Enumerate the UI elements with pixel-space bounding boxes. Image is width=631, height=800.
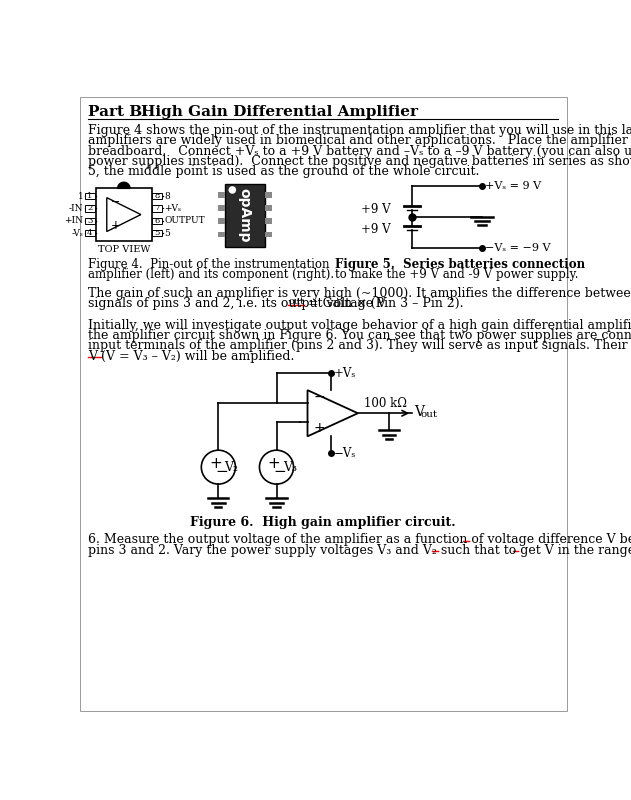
Text: 5, the middle point is used as the ground of the whole circuit.: 5, the middle point is used as the groun… — [88, 166, 480, 178]
Text: −: − — [273, 464, 286, 479]
Text: signals of pins 3 and 2, i.e. its output voltage V: signals of pins 3 and 2, i.e. its output… — [88, 298, 386, 310]
Text: power supplies instead).  Connect the positive and negative batteries in series : power supplies instead). Connect the pos… — [88, 155, 631, 168]
Text: 3: 3 — [87, 217, 92, 225]
Text: +Vₛ: +Vₛ — [334, 366, 357, 380]
Text: = Gain × (Pin 3 – Pin 2).: = Gain × (Pin 3 – Pin 2). — [304, 298, 463, 310]
Text: 2: 2 — [87, 205, 92, 213]
Circle shape — [229, 187, 235, 193]
Text: +: + — [110, 219, 121, 232]
Text: OUTPUT: OUTPUT — [164, 216, 204, 226]
Text: +IN: +IN — [64, 216, 83, 226]
Text: V: V — [414, 406, 423, 419]
Text: -IN: -IN — [69, 204, 83, 213]
Bar — [218, 192, 225, 198]
Text: Figure 4 shows the pin-out of the instrumentation amplifier that you will use in: Figure 4 shows the pin-out of the instru… — [88, 124, 631, 137]
Text: pins 3 and 2. Vary the power supply voltages V₃ and V₂ such that to get V⁤ in th: pins 3 and 2. Vary the power supply volt… — [88, 544, 631, 557]
Bar — [151, 230, 162, 236]
Bar — [151, 193, 162, 199]
Text: opAmp: opAmp — [238, 188, 252, 242]
Bar — [85, 218, 95, 224]
Text: −: − — [215, 464, 228, 479]
Bar — [96, 188, 151, 241]
Text: V₃: V₃ — [283, 461, 297, 474]
Bar — [151, 206, 162, 211]
Text: -Vₛ: -Vₛ — [72, 229, 83, 238]
Bar — [265, 192, 272, 198]
Text: breadboard.   Connect +Vₛ to a +9 V battery and –Vₛ to a –9 V battery (you can a: breadboard. Connect +Vₛ to a +9 V batter… — [88, 145, 631, 158]
Text: −: − — [110, 198, 120, 207]
Text: input terminals of the amplifier (pins 2 and 3). They will serve as input signal: input terminals of the amplifier (pins 2… — [88, 339, 631, 352]
Text: amplifier (left) and its component (right).: amplifier (left) and its component (righ… — [88, 268, 334, 281]
Text: Initially, we will investigate output voltage behavior of a high gain differenti: Initially, we will investigate output vo… — [88, 318, 631, 331]
Text: −Vₛ: −Vₛ — [334, 446, 357, 460]
Text: +: + — [314, 421, 326, 435]
Bar — [218, 218, 225, 224]
Bar — [265, 231, 272, 237]
Bar — [218, 206, 225, 210]
Polygon shape — [117, 182, 130, 188]
Text: the amplifier circuit shown in Figure 6. You can see that two power supplies are: the amplifier circuit shown in Figure 6.… — [88, 329, 631, 342]
Bar — [265, 206, 272, 210]
Text: V⁤ (V⁤ = V₃ – V₂) will be amplified.: V⁤ (V⁤ = V₃ – V₂) will be amplified. — [88, 350, 295, 362]
Text: 6. Measure the output voltage of the amplifier as a function of voltage differen: 6. Measure the output voltage of the amp… — [88, 534, 631, 546]
Text: 4: 4 — [87, 229, 93, 237]
Text: −: − — [314, 390, 326, 404]
Text: −Vₛ = −9 V: −Vₛ = −9 V — [485, 242, 550, 253]
Text: Figure 6.  High gain amplifier circuit.: Figure 6. High gain amplifier circuit. — [190, 517, 456, 530]
Text: 100 kΩ: 100 kΩ — [364, 397, 407, 410]
Text: 1: 1 — [78, 192, 83, 201]
Bar — [85, 230, 95, 236]
Text: +9 V: +9 V — [361, 202, 391, 216]
Text: +Vₛ = 9 V: +Vₛ = 9 V — [485, 181, 541, 191]
Text: 6: 6 — [155, 217, 160, 225]
Text: +Vₛ: +Vₛ — [164, 204, 181, 213]
Text: +: + — [209, 456, 221, 470]
Text: +9 V: +9 V — [361, 222, 391, 236]
Text: Figure 4.  Pin-out of the instrumentation: Figure 4. Pin-out of the instrumentation — [88, 258, 329, 270]
Bar — [225, 184, 265, 247]
Text: 5: 5 — [164, 229, 170, 238]
Bar — [151, 218, 162, 224]
Text: out: out — [421, 410, 438, 419]
Text: 8: 8 — [155, 192, 160, 200]
Text: TOP VIEW: TOP VIEW — [98, 245, 150, 254]
Text: amplifiers are widely used in biomedical and other applications.   Place the amp: amplifiers are widely used in biomedical… — [88, 134, 631, 147]
Text: The gain of such an amplifier is very high (~1000). It amplifies the difference : The gain of such an amplifier is very hi… — [88, 287, 631, 300]
Text: Figure 5.  Series batteries connection: Figure 5. Series batteries connection — [334, 258, 585, 270]
Text: 8: 8 — [164, 192, 170, 201]
Text: Part B:: Part B: — [88, 106, 148, 119]
Text: 5: 5 — [155, 229, 160, 237]
Bar — [265, 218, 272, 224]
Text: out: out — [288, 298, 304, 306]
Bar — [218, 231, 225, 237]
Text: +: + — [267, 456, 280, 470]
Bar — [85, 193, 95, 199]
Text: V₂: V₂ — [225, 461, 239, 474]
Text: to make the +9 V and -9 V power supply.: to make the +9 V and -9 V power supply. — [334, 268, 578, 281]
Text: 1: 1 — [87, 192, 92, 200]
Bar — [85, 206, 95, 211]
Text: 7: 7 — [155, 205, 160, 213]
Text: High Gain Differential Amplifier: High Gain Differential Amplifier — [141, 106, 418, 119]
